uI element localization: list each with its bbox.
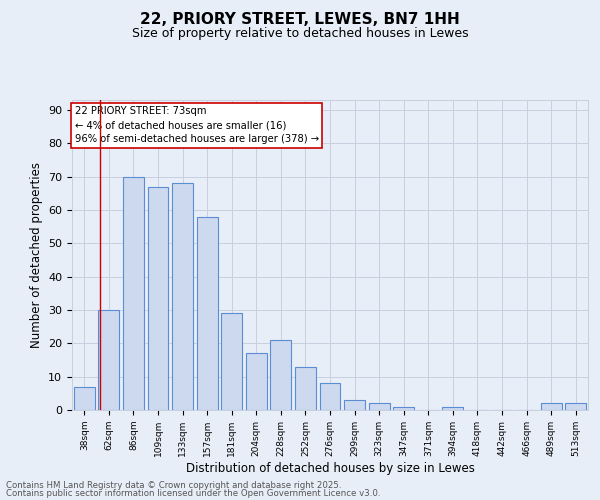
- Bar: [74, 386, 95, 410]
- Text: Contains public sector information licensed under the Open Government Licence v3: Contains public sector information licen…: [6, 489, 380, 498]
- Bar: [393, 406, 414, 410]
- Bar: [320, 384, 340, 410]
- Bar: [565, 404, 586, 410]
- Bar: [271, 340, 292, 410]
- Bar: [541, 404, 562, 410]
- Bar: [368, 404, 389, 410]
- Text: Size of property relative to detached houses in Lewes: Size of property relative to detached ho…: [131, 28, 469, 40]
- Text: 22 PRIORY STREET: 73sqm
← 4% of detached houses are smaller (16)
96% of semi-det: 22 PRIORY STREET: 73sqm ← 4% of detached…: [74, 106, 319, 144]
- Bar: [123, 176, 144, 410]
- Bar: [98, 310, 119, 410]
- Text: Contains HM Land Registry data © Crown copyright and database right 2025.: Contains HM Land Registry data © Crown c…: [6, 480, 341, 490]
- Y-axis label: Number of detached properties: Number of detached properties: [29, 162, 43, 348]
- Bar: [295, 366, 316, 410]
- Bar: [246, 354, 267, 410]
- X-axis label: Distribution of detached houses by size in Lewes: Distribution of detached houses by size …: [185, 462, 475, 474]
- Bar: [344, 400, 365, 410]
- Text: 22, PRIORY STREET, LEWES, BN7 1HH: 22, PRIORY STREET, LEWES, BN7 1HH: [140, 12, 460, 28]
- Bar: [197, 216, 218, 410]
- Bar: [221, 314, 242, 410]
- Bar: [442, 406, 463, 410]
- Bar: [148, 186, 169, 410]
- Bar: [172, 184, 193, 410]
